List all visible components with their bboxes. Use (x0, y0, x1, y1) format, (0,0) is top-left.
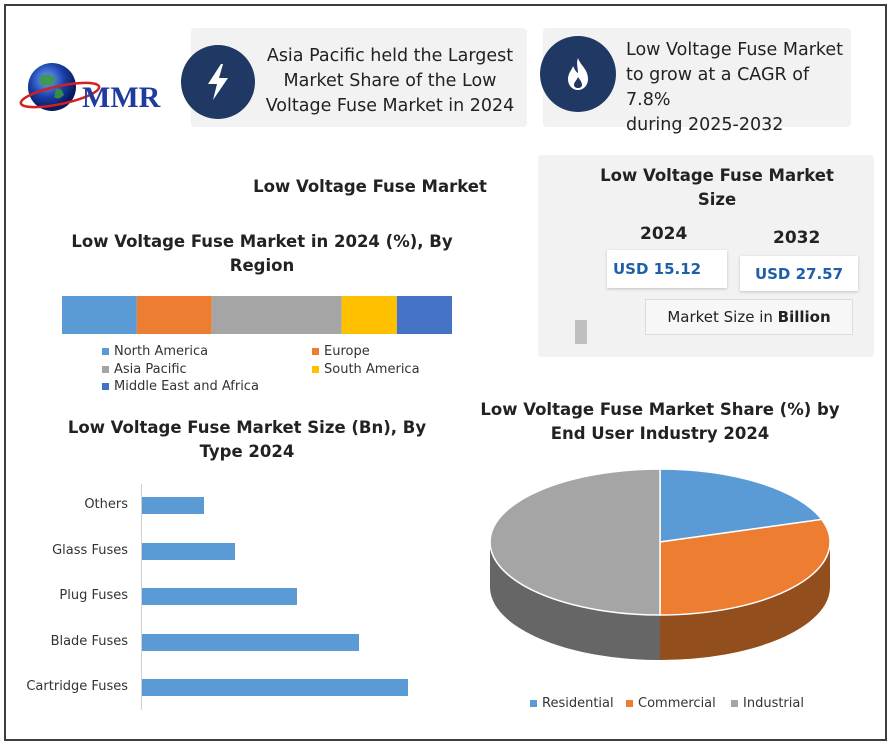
region-segment-asia-pacific (211, 296, 342, 334)
legend-label-asia-pacific: Asia Pacific (114, 362, 187, 377)
type-chart-title-line-2: Type 2024 (199, 442, 295, 461)
pie-slice-residential (659, 468, 824, 543)
pie-legend-label: Industrial (743, 696, 804, 711)
info-card-1-text: Asia Pacific held the Largest Market Sha… (262, 44, 518, 119)
type-chart-title-line-1: Low Voltage Fuse Market Size (Bn), By (67, 418, 427, 437)
legend-europe: Europe (312, 344, 370, 359)
legend-middle-east-africa: Middle East and Africa (102, 379, 259, 394)
flame-icon (568, 58, 588, 90)
market-size-unit-prefix: Market Size in (667, 308, 778, 326)
info-card-2-line-2: to grow at a CAGR of 7.8% (626, 65, 810, 110)
pie-chart-title-line-2: End User Industry 2024 (550, 424, 770, 443)
type-bar-label: Others (84, 497, 128, 512)
type-chart-title: Low Voltage Fuse Market Size (Bn), By Ty… (62, 416, 432, 464)
pie-slice-commercial (659, 518, 831, 616)
globe-icon: MMR (19, 63, 161, 114)
market-size-unit-box: Market Size in Billion (645, 299, 853, 335)
type-bar (142, 542, 235, 560)
pie-legend-industrial: Industrial (731, 696, 804, 711)
market-size-unit-bold: Billion (777, 308, 831, 326)
info-card-1-line-3: Voltage Fuse Market in 2024 (265, 96, 515, 116)
type-bar-label: Blade Fuses (50, 633, 128, 649)
legend-swatch-south-america (312, 366, 319, 373)
legend-label-europe: Europe (324, 344, 370, 359)
type-bar (142, 588, 297, 605)
region-stacked-bar (62, 296, 452, 334)
info-card-2-line-3: during 2025-2032 (626, 115, 784, 135)
legend-swatch-europe (312, 348, 319, 355)
legend-north-america: North America (102, 344, 208, 359)
pie-legend-commercial: Commercial (626, 696, 716, 711)
legend-label-middle-east-africa: Middle East and Africa (114, 379, 259, 394)
type-bar-label: Plug Fuses (59, 588, 128, 603)
region-chart-title-line-2: Region (229, 256, 295, 275)
info-card-2-text: Low Voltage Fuse Market to grow at a CAG… (626, 38, 848, 138)
market-size-value-2024: USD 15.12 (607, 250, 727, 288)
pie-legend-swatch (731, 700, 738, 707)
pie-legend-swatch (626, 700, 633, 707)
market-size-title: Low Voltage Fuse Market Size (560, 164, 874, 212)
region-segment-south-america (341, 296, 397, 334)
info-card-2-line-1: Low Voltage Fuse Market (626, 40, 844, 60)
type-bar (142, 633, 359, 651)
legend-swatch-asia-pacific (102, 366, 109, 373)
market-size-year-2024: 2024 (640, 224, 688, 244)
legend-swatch-north-america (102, 348, 109, 355)
market-size-title-line-1: Low Voltage Fuse Market (600, 166, 834, 185)
pie-legend-swatch (530, 700, 537, 707)
pie-legend-label: Residential (542, 696, 614, 711)
info-card-1-line-2: Market Share of the Low (283, 71, 497, 91)
market-size-title-line-2: Size (697, 190, 737, 209)
legend-south-america: South America (312, 362, 420, 377)
pie-chart-title-line-1: Low Voltage Fuse Market Share (%) by (480, 400, 840, 419)
type-bar-label: Glass Fuses (52, 542, 128, 558)
mmr-logo: MMR (12, 55, 172, 125)
region-chart-title-line-1: Low Voltage Fuse Market in 2024 (%), By (71, 232, 453, 251)
end-user-pie-chart (489, 468, 831, 660)
logo-text: MMR (82, 81, 161, 114)
market-size-mini-bar (575, 320, 587, 344)
market-size-value-2032: USD 27.57 (740, 256, 858, 291)
legend-asia-pacific: Asia Pacific (102, 362, 187, 377)
pie-slice-industrial (489, 468, 661, 616)
type-bar (142, 497, 204, 514)
region-chart-title: Low Voltage Fuse Market in 2024 (%), By … (62, 230, 462, 278)
market-size-year-2032: 2032 (773, 228, 821, 248)
region-segment-middle-east-and-africa (396, 296, 452, 334)
pie-legend-residential: Residential (530, 696, 614, 711)
pie-side-industrial (490, 542, 660, 660)
type-chart-axis (141, 484, 142, 710)
legend-label-north-america: North America (114, 344, 209, 359)
info-card-2-icon-circle (540, 36, 616, 112)
type-bar-label: Cartridge Fuses (26, 679, 128, 694)
pie-legend-label: Commercial (638, 696, 716, 711)
legend-swatch-middle-east-africa (102, 383, 109, 390)
pie-side-commercial (660, 542, 830, 660)
info-card-1-icon-circle (181, 45, 255, 119)
type-bar (142, 679, 409, 696)
region-segment-europe (136, 296, 212, 334)
lightning-bolt-icon (208, 64, 228, 100)
main-title: Low Voltage Fuse Market (253, 177, 487, 196)
info-card-1-line-1: Asia Pacific held the Largest (266, 46, 514, 66)
pie-chart-title: Low Voltage Fuse Market Share (%) by End… (470, 398, 850, 446)
legend-label-south-america: South America (324, 362, 420, 377)
region-segment-north-america (62, 296, 137, 334)
